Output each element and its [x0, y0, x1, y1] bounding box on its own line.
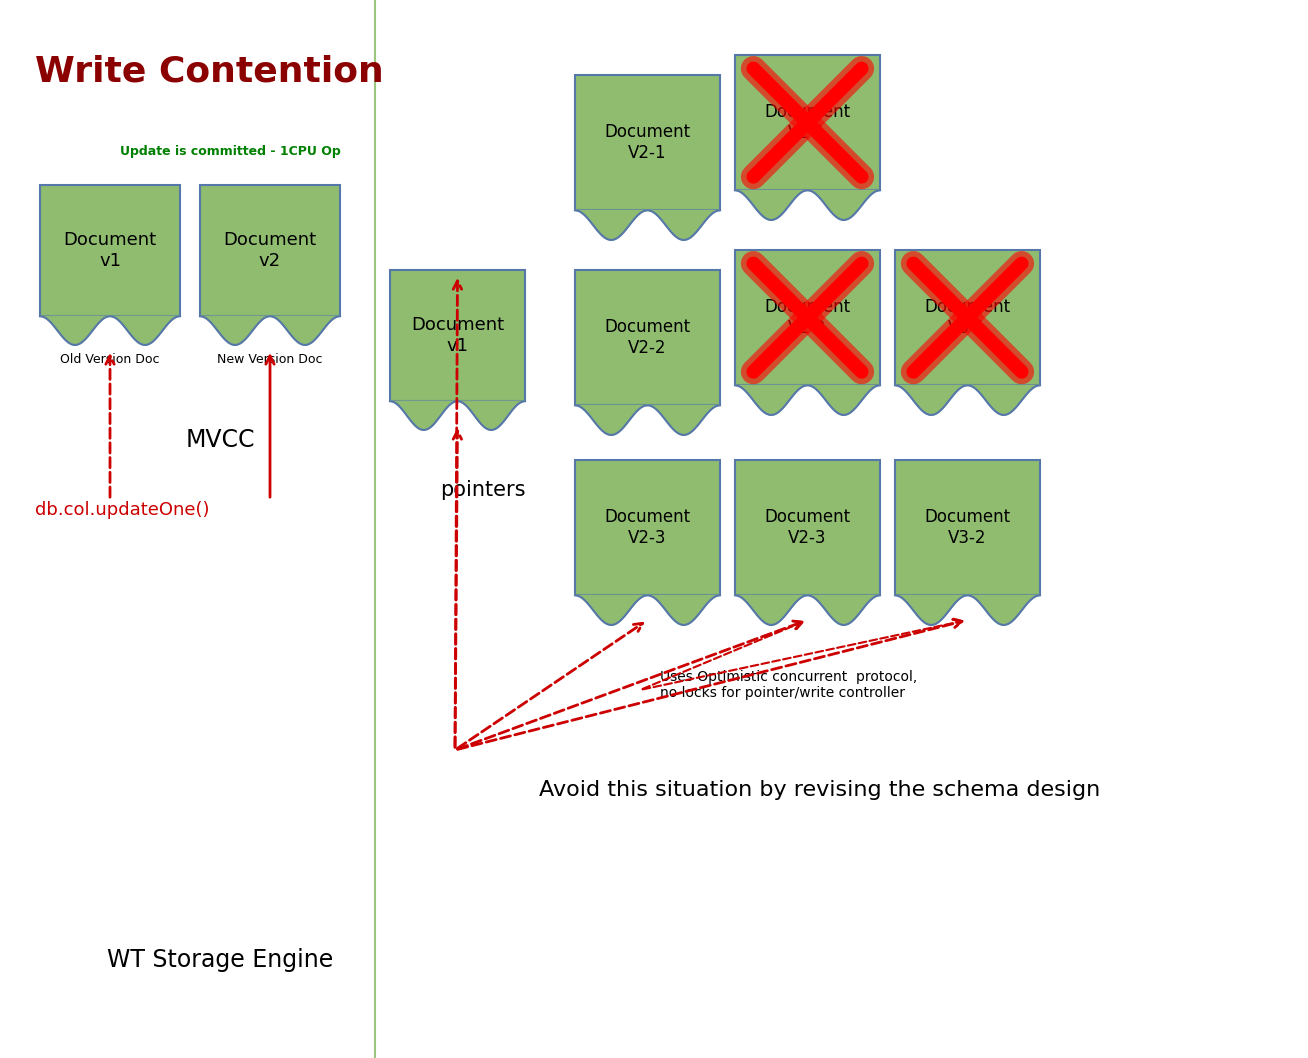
Text: Document
V3-2: Document V3-2: [925, 508, 1011, 547]
Text: Document
V2-3: Document V2-3: [604, 508, 691, 547]
Text: Document
V2-3: Document V2-3: [764, 508, 850, 547]
Text: WT Storage Engine: WT Storage Engine: [107, 948, 334, 972]
Polygon shape: [576, 596, 719, 625]
FancyBboxPatch shape: [735, 55, 880, 190]
FancyBboxPatch shape: [735, 250, 880, 385]
Text: pointers: pointers: [439, 480, 526, 500]
FancyBboxPatch shape: [576, 270, 719, 405]
FancyBboxPatch shape: [576, 460, 719, 596]
Text: Old Version Doc: Old Version Doc: [60, 353, 160, 366]
Polygon shape: [200, 316, 340, 345]
FancyBboxPatch shape: [200, 185, 340, 316]
FancyBboxPatch shape: [576, 75, 719, 211]
FancyBboxPatch shape: [735, 460, 880, 596]
Polygon shape: [41, 316, 181, 345]
Polygon shape: [390, 401, 525, 430]
Polygon shape: [895, 596, 1040, 625]
Text: New Version Doc: New Version Doc: [217, 353, 323, 366]
Text: Uses Optimistic concurrent  protocol,
no locks for pointer/write controller: Uses Optimistic concurrent protocol, no …: [661, 670, 917, 700]
Text: Document
V2-2: Document V2-2: [764, 298, 850, 338]
Text: Document
v1: Document v1: [411, 316, 504, 355]
Text: db.col.updateOne(): db.col.updateOne(): [35, 501, 209, 519]
Polygon shape: [735, 385, 880, 415]
Polygon shape: [735, 190, 880, 220]
Text: Document
V2-2: Document V2-2: [604, 318, 691, 357]
Text: Avoid this situation by revising the schema design: Avoid this situation by revising the sch…: [539, 780, 1100, 800]
Text: Document
v1: Document v1: [63, 232, 157, 270]
FancyBboxPatch shape: [390, 270, 525, 401]
Text: Document
V2-1: Document V2-1: [604, 123, 691, 162]
Text: Document
V2-1: Document V2-1: [764, 104, 850, 142]
Polygon shape: [895, 385, 1040, 415]
Polygon shape: [576, 405, 719, 435]
Text: Document
v2: Document v2: [224, 232, 317, 270]
Polygon shape: [576, 211, 719, 240]
Text: MVCC: MVCC: [186, 428, 255, 452]
Polygon shape: [735, 596, 880, 625]
Text: Update is committed - 1CPU Op: Update is committed - 1CPU Op: [119, 145, 340, 158]
Text: Document
V3-1: Document V3-1: [925, 298, 1011, 338]
FancyBboxPatch shape: [895, 460, 1040, 596]
FancyBboxPatch shape: [895, 250, 1040, 385]
Text: Write Contention: Write Contention: [35, 55, 383, 89]
FancyBboxPatch shape: [41, 185, 181, 316]
